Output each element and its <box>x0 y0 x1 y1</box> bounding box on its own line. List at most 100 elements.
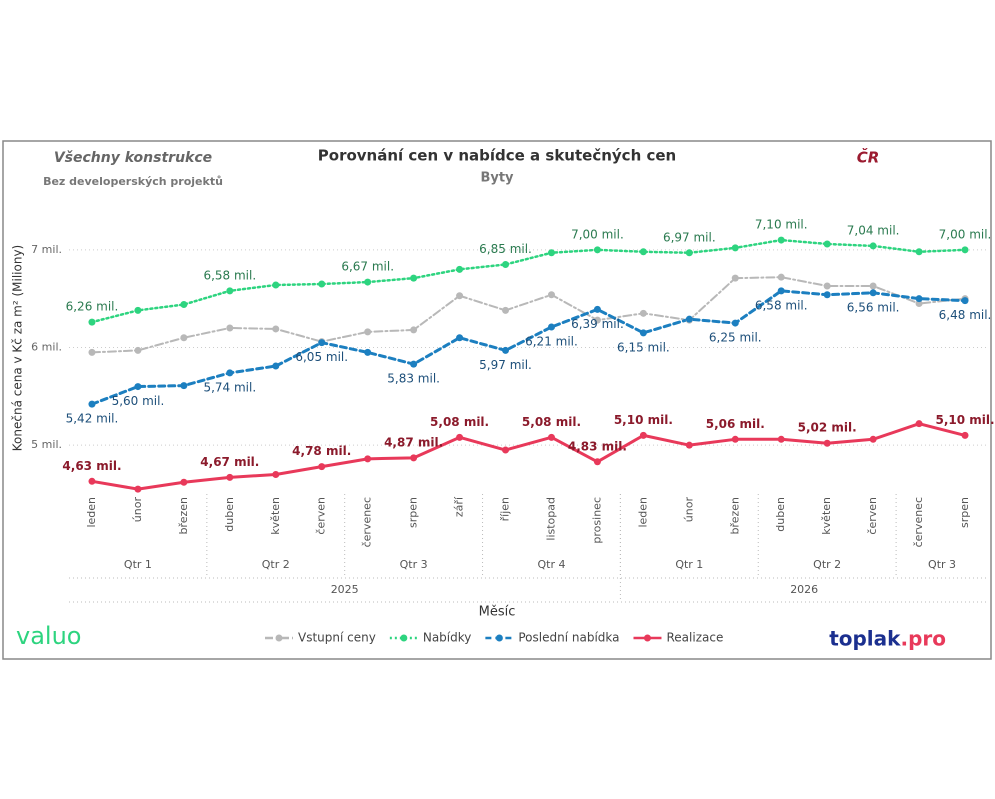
chart-title: Porovnání cen v nabídce a skutečných cen <box>318 147 676 165</box>
data-point <box>364 278 372 286</box>
data-point <box>272 325 280 333</box>
x-tick-label: srpen <box>407 497 420 528</box>
data-label: 4,67 mil. <box>200 455 259 469</box>
data-label: 5,02 mil. <box>798 421 857 435</box>
data-point <box>272 470 280 478</box>
data-label: 5,97 mil. <box>479 358 532 372</box>
data-point <box>134 485 142 493</box>
data-point <box>823 240 831 248</box>
data-point <box>547 323 555 331</box>
quarter-label: Qtr 2 <box>262 558 290 571</box>
x-tick-label: leden <box>636 497 649 528</box>
data-point <box>685 441 693 449</box>
data-label: 6,97 mil. <box>663 230 716 244</box>
data-label: 6,58 mil. <box>203 268 256 282</box>
data-point <box>410 274 418 282</box>
data-point <box>685 249 693 257</box>
x-tick-label: září <box>453 496 466 517</box>
data-label: 6,39 mil. <box>571 317 624 331</box>
region: ČR <box>857 147 880 167</box>
toplak-logo-suffix: .pro <box>900 627 946 651</box>
data-point <box>88 400 96 408</box>
legend-label: Realizace <box>666 631 723 645</box>
data-point <box>593 246 601 254</box>
data-point <box>777 236 785 244</box>
legend-label: Poslední nabídka <box>518 631 619 645</box>
quarter-label: Qtr 3 <box>400 558 428 571</box>
data-point <box>226 324 234 332</box>
data-point <box>869 242 877 250</box>
data-point <box>180 382 188 390</box>
quarter-label: Qtr 4 <box>537 558 565 571</box>
data-point <box>731 435 739 443</box>
data-label: 5,60 mil. <box>112 394 165 408</box>
x-tick-label: leden <box>85 497 98 528</box>
data-point <box>915 300 923 308</box>
data-point <box>456 433 464 441</box>
data-point <box>777 287 785 295</box>
data-label: 6,58 mil. <box>755 298 808 312</box>
data-point <box>410 326 418 334</box>
data-point <box>272 362 280 370</box>
data-point <box>593 316 601 324</box>
data-label: 4,83 mil. <box>568 439 627 453</box>
data-label: 7,00 mil. <box>571 227 624 241</box>
data-point <box>777 435 785 443</box>
series-line <box>90 289 967 406</box>
x-tick-label: květen <box>820 497 833 535</box>
x-tick-label: duben <box>774 497 787 532</box>
y-tick-label: 7 mil. <box>31 243 62 256</box>
data-point <box>731 319 739 327</box>
legend-label: Vstupní ceny <box>298 631 376 645</box>
data-point <box>915 248 923 256</box>
x-tick-label: únor <box>131 497 144 523</box>
data-point <box>961 431 969 439</box>
legend-marker <box>400 634 408 642</box>
series-line <box>90 238 967 324</box>
x-tick-label: říjen <box>499 497 512 521</box>
data-point <box>318 463 326 471</box>
x-tick-label: březen <box>728 497 741 535</box>
data-label: 6,56 mil. <box>847 300 900 314</box>
x-tick-label: květen <box>269 497 282 535</box>
data-label: 4,78 mil. <box>292 444 351 458</box>
data-point <box>869 289 877 297</box>
data-point <box>502 446 510 454</box>
x-tick-label: červenec <box>912 497 925 547</box>
data-point <box>410 454 418 462</box>
data-label: 6,85 mil. <box>479 242 532 256</box>
data-point <box>180 334 188 342</box>
data-point <box>593 305 601 313</box>
quarter-label: Qtr 3 <box>928 558 956 571</box>
data-point <box>88 348 96 356</box>
x-tick-label: červen <box>315 497 328 535</box>
data-point <box>180 301 188 309</box>
data-point <box>639 248 647 256</box>
data-point <box>731 244 739 252</box>
data-point <box>639 431 647 439</box>
frame <box>2 140 992 660</box>
data-point <box>777 273 785 281</box>
data-label: 6,05 mil. <box>295 350 348 364</box>
data-point <box>364 328 372 336</box>
data-label: 7,00 mil. <box>939 227 992 241</box>
data-point <box>180 478 188 486</box>
data-label: 6,21 mil. <box>525 334 578 348</box>
data-point <box>272 281 280 289</box>
data-point <box>823 439 831 447</box>
year-label: 2025 <box>331 583 359 596</box>
data-point <box>502 346 510 354</box>
data-label: 5,10 mil. <box>614 413 673 427</box>
series-line <box>90 422 967 491</box>
year-label: 2026 <box>790 583 818 596</box>
data-point <box>318 280 326 288</box>
data-point <box>502 306 510 314</box>
data-point <box>547 433 555 441</box>
data-point <box>823 282 831 290</box>
quarter-label: Qtr 2 <box>813 558 841 571</box>
data-label: 5,83 mil. <box>387 372 440 386</box>
data-label: 4,87 mil. <box>384 435 443 449</box>
legend-label: Nabídky <box>423 631 472 645</box>
legend-marker <box>275 634 283 642</box>
